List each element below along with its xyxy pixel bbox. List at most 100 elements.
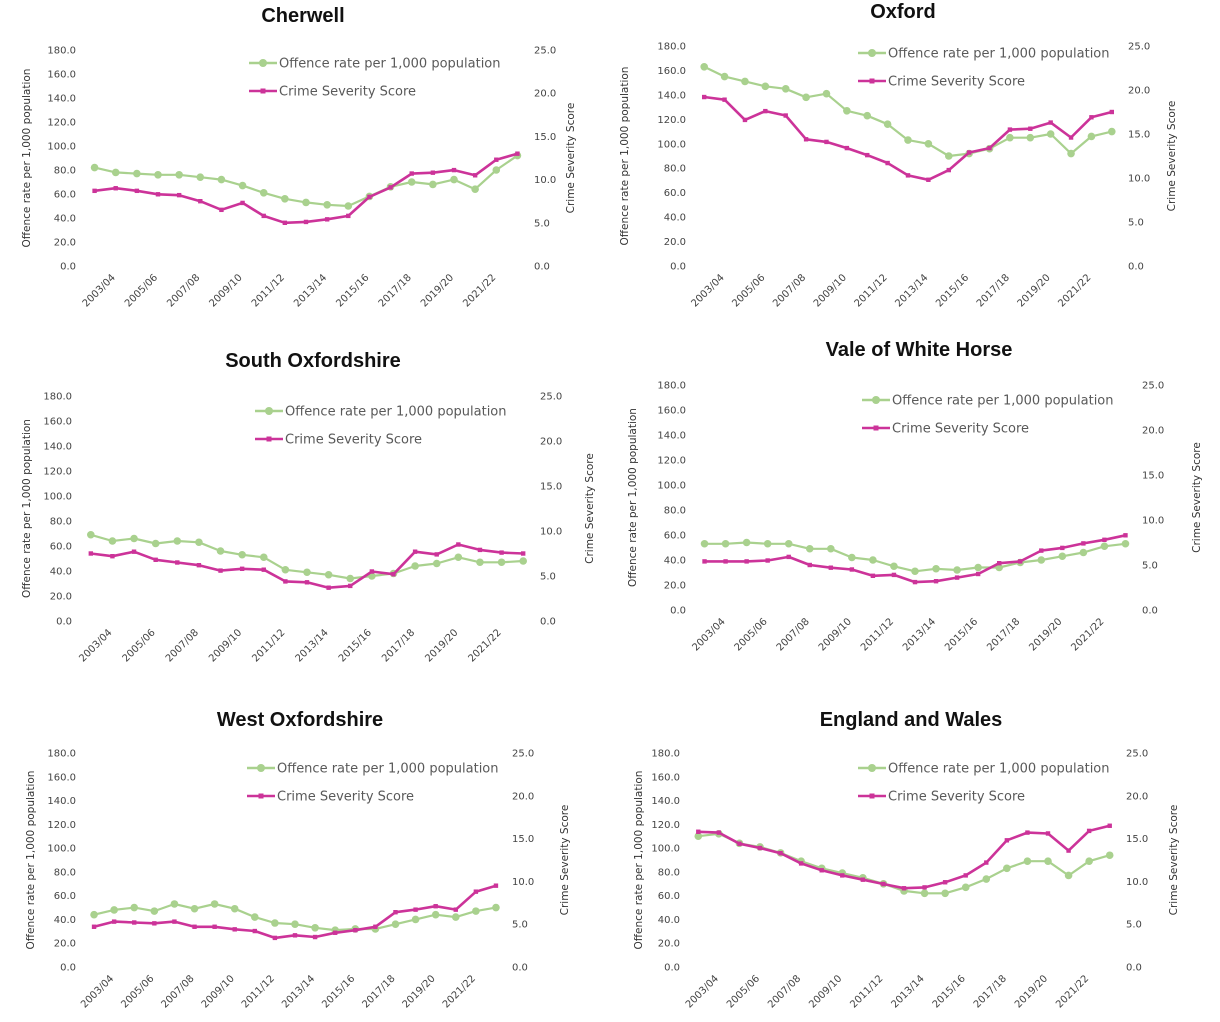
data-point-crime-severity-score [212, 924, 217, 929]
data-point-crime-severity-score [261, 567, 266, 572]
data-point-crime-severity-score [113, 186, 118, 191]
data-point-offence-rate-per-1-000-population [432, 559, 441, 568]
x-tick-label: 2003/04 [690, 272, 727, 309]
data-point-offence-rate-per-1-000-population [230, 904, 239, 913]
legend-label-crime-severity-score: Crime Severity Score [279, 85, 416, 100]
y-tick-label: 60.0 [664, 531, 686, 542]
data-point-crime-severity-score [92, 188, 97, 194]
y2-tick-label: 20.0 [1128, 86, 1150, 97]
x-tick-label: 2013/14 [893, 272, 930, 309]
data-point-offence-rate-per-1-000-population [843, 106, 851, 115]
data-point-crime-severity-score [272, 935, 278, 941]
data-point-crime-severity-score [865, 152, 870, 158]
y-tick-label: 40.0 [54, 214, 76, 225]
y-tick-label: 160.0 [47, 772, 76, 783]
data-point-offence-rate-per-1-000-population [454, 553, 463, 562]
data-point-crime-severity-score [824, 139, 829, 145]
chart-title: West Oxfordshire [217, 709, 383, 731]
data-point-offence-rate-per-1-000-population [111, 168, 120, 177]
data-point-offence-rate-per-1-000-population [311, 923, 319, 932]
y-tick-label: 140.0 [47, 94, 76, 105]
data-point-crime-severity-score [742, 117, 748, 123]
y2-tick-label: 20.0 [540, 437, 562, 448]
x-tick-label: 2011/12 [250, 272, 287, 309]
x-tick-label: 2015/16 [934, 272, 971, 309]
data-point-crime-severity-score [110, 554, 115, 559]
y-tick-label: 180.0 [651, 749, 680, 760]
x-tick-label: 2003/04 [79, 973, 116, 1010]
data-point-offence-rate-per-1-000-population [863, 111, 872, 120]
legend-marker-offence-rate-per-1-000-population [259, 59, 267, 67]
x-tick-label: 2019/20 [401, 973, 438, 1010]
x-tick-label: 2007/08 [159, 973, 196, 1010]
data-point-crime-severity-score [1109, 109, 1115, 115]
data-point-crime-severity-score [499, 550, 504, 555]
y2-tick-label: 25.0 [540, 392, 562, 403]
data-point-crime-severity-score [393, 910, 398, 915]
data-point-offence-rate-per-1-000-population [869, 556, 877, 564]
data-point-offence-rate-per-1-000-population [1067, 149, 1075, 158]
y2-tick-label: 5.0 [1126, 920, 1142, 931]
data-point-offence-rate-per-1-000-population [492, 903, 500, 912]
data-point-crime-severity-score [219, 207, 224, 213]
x-tick-label: 2007/08 [164, 627, 201, 664]
data-point-crime-severity-score [1060, 545, 1065, 551]
data-point-crime-severity-score [696, 829, 701, 834]
data-point-crime-severity-score [430, 170, 436, 175]
y-tick-label: 100.0 [657, 481, 686, 492]
x-tick-label: 2007/08 [766, 973, 803, 1010]
data-point-crime-severity-score [326, 585, 331, 590]
y-tick-label: 40.0 [50, 567, 72, 578]
data-point-offence-rate-per-1-000-population [1037, 556, 1046, 564]
data-point-offence-rate-per-1-000-population [151, 539, 160, 548]
data-point-offence-rate-per-1-000-population [271, 919, 279, 927]
x-tick-label: 2005/06 [725, 973, 762, 1010]
data-point-crime-severity-score [912, 579, 918, 585]
data-point-offence-rate-per-1-000-population [742, 538, 751, 547]
data-point-offence-rate-per-1-000-population [195, 538, 203, 547]
y2-tick-label: 5.0 [1142, 561, 1158, 572]
x-tick-label: 2019/20 [1027, 616, 1064, 653]
data-point-crime-severity-score [198, 199, 203, 204]
data-point-offence-rate-per-1-000-population [346, 574, 355, 583]
data-point-offence-rate-per-1-000-population [822, 89, 831, 98]
y-tick-label: 120.0 [47, 118, 76, 129]
y-tick-label: 0.0 [56, 617, 72, 628]
y2-tick-label: 0.0 [1128, 262, 1144, 273]
data-point-offence-rate-per-1-000-population [451, 913, 460, 921]
data-point-offence-rate-per-1-000-population [911, 567, 919, 576]
data-point-offence-rate-per-1-000-population [251, 913, 259, 921]
data-point-offence-rate-per-1-000-population [281, 565, 290, 574]
y-tick-label: 0.0 [664, 963, 680, 974]
y2-tick-label: 5.0 [540, 572, 556, 583]
data-point-crime-severity-score [881, 881, 886, 887]
y2-tick-label: 15.0 [534, 132, 556, 143]
data-point-crime-severity-score [456, 542, 461, 547]
legend-label-offence-rate-per-1-000-population: Offence rate per 1,000 population [285, 405, 507, 420]
data-point-offence-rate-per-1-000-population [700, 539, 709, 548]
y2-axis-title: Crime Severity Score [565, 103, 577, 214]
data-point-crime-severity-score [477, 547, 483, 553]
y-tick-label: 140.0 [657, 90, 686, 101]
x-tick-label: 2011/12 [250, 627, 287, 664]
data-point-offence-rate-per-1-000-population [281, 195, 289, 203]
y-tick-label: 180.0 [657, 42, 686, 53]
data-point-crime-severity-score [975, 571, 981, 577]
data-point-crime-severity-score [131, 549, 137, 554]
data-point-crime-severity-score [1107, 823, 1112, 828]
data-point-crime-severity-score [1028, 126, 1033, 131]
data-point-crime-severity-score [849, 567, 855, 572]
data-point-crime-severity-score [172, 919, 177, 924]
data-point-offence-rate-per-1-000-population [429, 180, 437, 189]
y-tick-label: 120.0 [651, 820, 680, 831]
data-point-crime-severity-score [292, 933, 298, 938]
x-tick-label: 2009/10 [200, 973, 237, 1010]
data-point-crime-severity-score [1066, 848, 1071, 853]
y-tick-label: 140.0 [43, 442, 72, 453]
data-point-offence-rate-per-1-000-population [1079, 548, 1088, 557]
legend-marker-crime-severity-score [258, 793, 264, 799]
data-point-offence-rate-per-1-000-population [890, 562, 898, 571]
y-tick-label: 0.0 [670, 262, 686, 273]
data-point-crime-severity-score [798, 861, 804, 866]
y-tick-label: 80.0 [54, 867, 76, 878]
